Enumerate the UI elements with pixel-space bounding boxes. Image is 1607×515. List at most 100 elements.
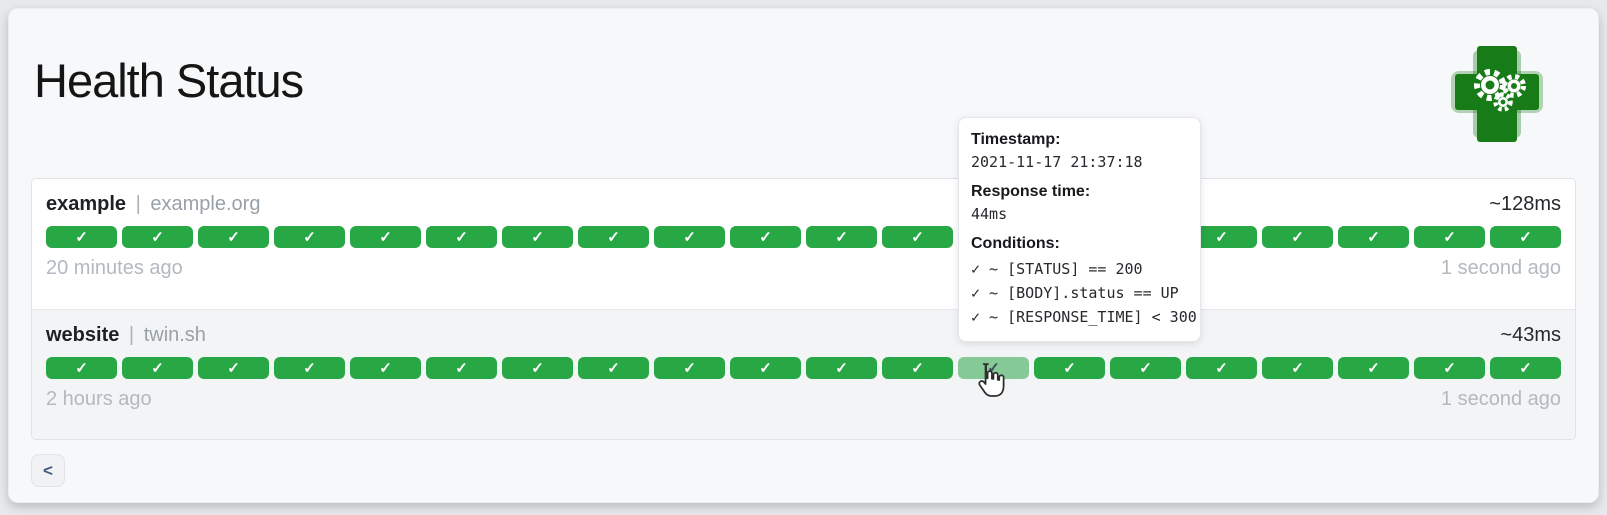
tooltip-conditions-section: Conditions: ✓ ~ [STATUS] == 200 ✓ ~ [BOD…	[971, 235, 1197, 329]
status-bar-success[interactable]: ✓	[350, 357, 421, 379]
response-time-label: Response time:	[971, 183, 1091, 200]
timestamp-value: 2021-11-17 21:37:18	[971, 153, 1143, 171]
service-footer: 20 minutes ago 1 second ago	[46, 257, 1561, 279]
status-bar-success[interactable]: ✓	[806, 357, 877, 379]
status-bar-success[interactable]: ✓	[198, 226, 269, 248]
check-icon: ✓	[759, 228, 772, 246]
status-bar-success[interactable]: ✓	[958, 357, 1029, 379]
service-name: website	[46, 324, 120, 346]
status-bar-success[interactable]: ✓	[578, 226, 649, 248]
check-icon: ✓	[1519, 359, 1532, 377]
service-name: example	[46, 193, 127, 215]
service-header: example | example.org ~128ms	[46, 193, 1561, 215]
status-bar-success[interactable]: ✓	[502, 357, 573, 379]
check-icon: ✓	[455, 359, 468, 377]
status-bar-success[interactable]: ✓	[882, 357, 953, 379]
previous-page-button[interactable]: <	[31, 454, 65, 487]
response-time-value: 44ms	[971, 205, 1008, 223]
check-icon: ✓	[1367, 359, 1380, 377]
status-bar-success[interactable]: ✓	[1490, 226, 1561, 248]
service-title: example | example.org	[46, 193, 260, 215]
check-icon: ✓	[1215, 228, 1228, 246]
service-row-example: example | example.org ~128ms ✓ ✓ ✓ ✓ ✓ ✓ ✓ ✓ ✓ ✓ ✓…	[32, 179, 1575, 309]
status-bar-success[interactable]: ✓	[274, 226, 345, 248]
check-icon: ✓	[151, 359, 164, 377]
check-icon: ✓	[1367, 228, 1380, 246]
status-bar-success[interactable]: ✓	[1034, 357, 1105, 379]
check-icon: ✓	[607, 359, 620, 377]
service-host: example.org	[150, 193, 261, 215]
service-footer: 2 hours ago 1 second ago	[46, 388, 1561, 410]
check-icon: ✓	[303, 359, 316, 377]
newest-timestamp: 1 second ago	[1440, 257, 1561, 279]
check-icon: ✓	[1443, 228, 1456, 246]
check-icon: ✓	[75, 228, 88, 246]
check-icon: ✓	[75, 359, 88, 377]
main-card: Health Status	[8, 8, 1599, 503]
tooltip-response-section: Response time: 44ms	[971, 183, 1188, 223]
status-bar-success[interactable]: ✓	[882, 226, 953, 248]
chevron-left-icon: <	[43, 461, 53, 480]
green-cross-gears-icon	[1451, 46, 1543, 142]
status-bar-success[interactable]: ✓	[730, 226, 801, 248]
status-bar-success[interactable]: ✓	[1186, 357, 1257, 379]
service-separator: |	[128, 324, 135, 346]
status-bar-success[interactable]: ✓	[426, 226, 497, 248]
check-icon: ✓	[911, 359, 924, 377]
status-bar-success[interactable]: ✓	[578, 357, 649, 379]
check-icon: ✓	[1063, 359, 1076, 377]
check-icon: ✓	[607, 228, 620, 246]
status-bar-success[interactable]: ✓	[122, 226, 193, 248]
tooltip-timestamp-section: Timestamp: 2021-11-17 21:37:18	[971, 131, 1188, 171]
check-icon: ✓	[835, 228, 848, 246]
status-bar-success[interactable]: ✓	[122, 357, 193, 379]
status-bar-success[interactable]: ✓	[1338, 357, 1409, 379]
status-bar-success[interactable]: ✓	[730, 357, 801, 379]
status-bar-success[interactable]: ✓	[46, 357, 117, 379]
oldest-timestamp: 2 hours ago	[46, 388, 152, 410]
gatus-cross-logo	[1433, 44, 1553, 146]
check-icon: ✓	[227, 359, 240, 377]
gear-icon-medium	[1502, 74, 1526, 98]
check-icon: ✓	[531, 228, 544, 246]
service-row-website: website | twin.sh ~43ms ✓ ✓ ✓ ✓ ✓ ✓ ✓ ✓ ✓ ✓ ✓ ✓ ✓ ✓ ✓ ✓…	[32, 309, 1575, 439]
page-title: Health Status	[34, 54, 304, 107]
gear-icon-small	[1493, 92, 1513, 112]
check-icon: ✓	[1291, 228, 1304, 246]
status-bar-success[interactable]: ✓	[1338, 226, 1409, 248]
status-bar-success[interactable]: ✓	[1262, 226, 1333, 248]
condition-line: ✓ ~ [RESPONSE_TIME] < 300	[971, 308, 1197, 326]
status-bar-success[interactable]: ✓	[274, 357, 345, 379]
status-bar-success[interactable]: ✓	[654, 226, 725, 248]
conditions-label: Conditions:	[971, 235, 1060, 252]
status-bar-success[interactable]: ✓	[502, 226, 573, 248]
status-bar-success[interactable]: ✓	[1414, 357, 1485, 379]
status-bar-success[interactable]: ✓	[1186, 226, 1257, 248]
check-icon: ✓	[151, 228, 164, 246]
condition-line: ✓ ~ [STATUS] == 200	[971, 260, 1143, 278]
check-icon: ✓	[1291, 359, 1304, 377]
check-icon: ✓	[455, 228, 468, 246]
status-bar-success[interactable]: ✓	[1110, 357, 1181, 379]
status-bar-success[interactable]: ✓	[46, 226, 117, 248]
check-icon: ✓	[683, 359, 696, 377]
status-bar-success[interactable]: ✓	[654, 357, 725, 379]
check-icon: ✓	[1443, 359, 1456, 377]
status-bar-success[interactable]: ✓	[426, 357, 497, 379]
status-bars: ✓✓✓✓✓✓✓✓✓✓✓✓✓✓✓✓✓✓✓✓	[46, 226, 1561, 248]
check-icon: ✓	[379, 359, 392, 377]
status-bar-success[interactable]: ✓	[1490, 357, 1561, 379]
check-icon: ✓	[227, 228, 240, 246]
status-bar-success[interactable]: ✓	[1414, 226, 1485, 248]
status-bar-success[interactable]: ✓	[806, 226, 877, 248]
status-bar-success[interactable]: ✓	[198, 357, 269, 379]
check-icon: ✓	[531, 359, 544, 377]
service-avg-response: ~43ms	[1500, 324, 1561, 346]
status-bar-success[interactable]: ✓	[1262, 357, 1333, 379]
service-avg-response: ~128ms	[1489, 193, 1561, 215]
status-bar-success[interactable]: ✓	[350, 226, 421, 248]
check-icon: ✓	[303, 228, 316, 246]
timestamp-label: Timestamp:	[971, 131, 1061, 148]
check-icon: ✓	[1519, 228, 1532, 246]
